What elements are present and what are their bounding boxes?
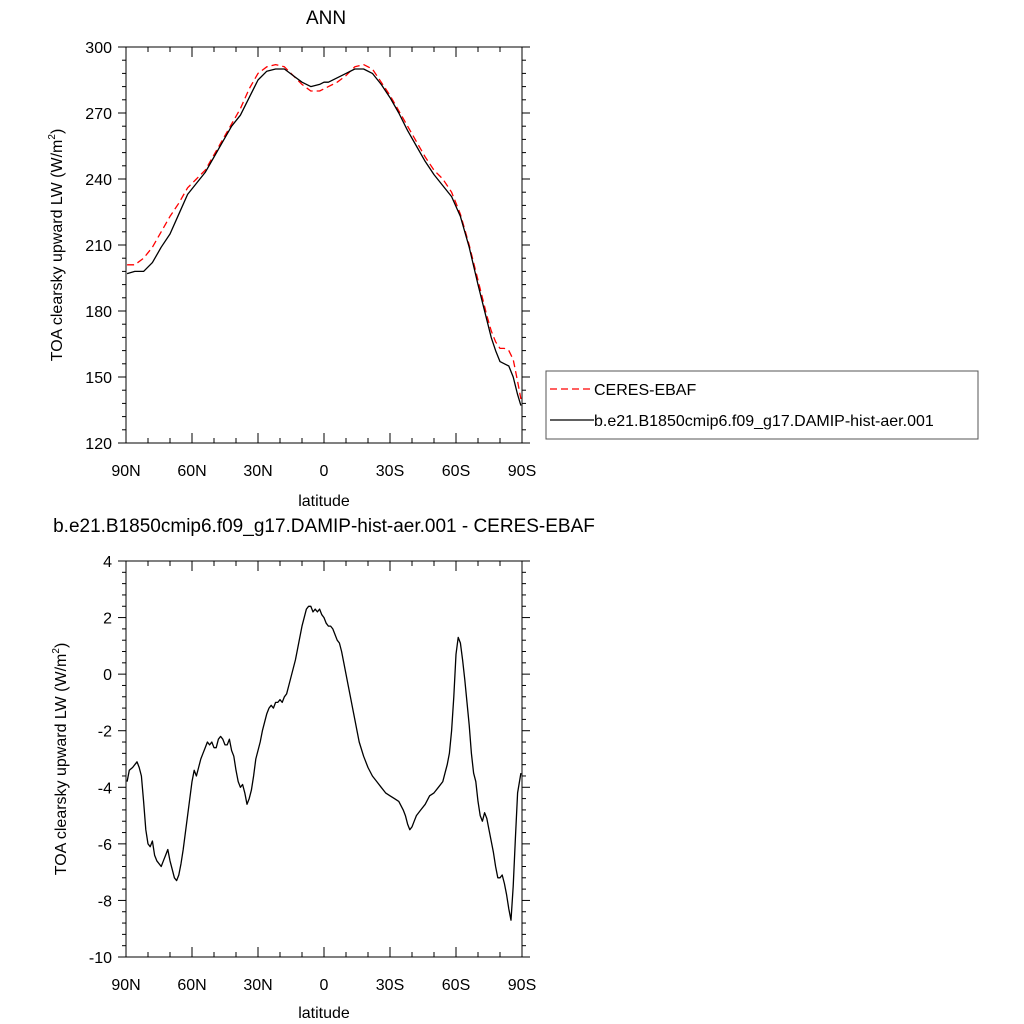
bottom-series-line-0 — [126, 605, 522, 921]
bottom-x-tick-label: 30S — [376, 977, 404, 994]
legend-label-model: b.e21.B1850cmip6.f09_g17.DAMIP-hist-aer.… — [594, 413, 934, 430]
bottom-plot-frame — [125, 560, 523, 958]
top-y-axis-label: TOA clearsky upward LW (W/m2) — [47, 129, 66, 362]
bottom-y-tick-label: -10 — [89, 950, 112, 967]
top-x-tick-label: 60S — [442, 463, 470, 480]
top-y-tick-label: 120 — [85, 436, 112, 453]
top-chart-title: ANN — [306, 8, 346, 29]
top-series-line-1 — [126, 68, 522, 406]
bottom-y-axis-label: TOA clearsky upward LW (W/m2) — [51, 643, 70, 876]
legend-label-ceres: CERES-EBAF — [594, 382, 696, 399]
bottom-x-tick-label: 60S — [442, 977, 470, 994]
bottom-y-tick-label: -8 — [98, 893, 112, 910]
top-y-tick-label: 180 — [85, 304, 112, 321]
legend-box — [545, 370, 979, 440]
top-y-tick-label: 240 — [85, 172, 112, 189]
bottom-x-tick-label: 90S — [508, 977, 536, 994]
top-x-tick-label: 60N — [177, 463, 206, 480]
bottom-y-axis-label-sup: 2 — [51, 648, 62, 654]
bottom-panel: b.e21.B1850cmip6.f09_g17.DAMIP-hist-aer.… — [51, 516, 595, 1022]
top-x-tick-label: 90S — [508, 463, 536, 480]
bottom-x-tick-label: 0 — [320, 977, 329, 994]
bottom-x-tick-label: 60N — [177, 977, 206, 994]
top-x-axis-label: latitude — [298, 493, 350, 510]
top-y-tick-label: 210 — [85, 238, 112, 255]
top-y-tick-label: 270 — [85, 106, 112, 123]
legend: CERES-EBAF b.e21.B1850cmip6.f09_g17.DAMI… — [545, 370, 979, 440]
bottom-y-tick-label: 2 — [103, 611, 112, 628]
bottom-x-tick-label: 90N — [111, 977, 140, 994]
top-panel: ANN 90N 60N 30N 0 30S 60S 90S 120 150 180 210 240 27… — [47, 8, 979, 510]
bottom-y-tick-label: -4 — [98, 780, 112, 797]
top-x-tick-label: 30S — [376, 463, 404, 480]
top-x-tick-label: 0 — [320, 463, 329, 480]
top-x-tick-label: 30N — [243, 463, 272, 480]
bottom-y-tick-label: 4 — [103, 554, 112, 571]
top-y-axis-label-sup: 2 — [47, 134, 58, 140]
bottom-y-tick-label: 0 — [103, 667, 112, 684]
top-plot-frame — [125, 46, 523, 444]
top-x-tick-label: 90N — [111, 463, 140, 480]
top-y-tick-label: 150 — [85, 370, 112, 387]
bottom-chart-title: b.e21.B1850cmip6.f09_g17.DAMIP-hist-aer.… — [53, 516, 595, 537]
top-series-line-0 — [127, 63, 522, 400]
bottom-x-tick-label: 30N — [243, 977, 272, 994]
bottom-y-tick-label: -2 — [98, 724, 112, 741]
bottom-x-axis-label: latitude — [298, 1005, 350, 1022]
bottom-y-tick-label: -6 — [98, 837, 112, 854]
top-y-tick-label: 300 — [85, 40, 112, 57]
